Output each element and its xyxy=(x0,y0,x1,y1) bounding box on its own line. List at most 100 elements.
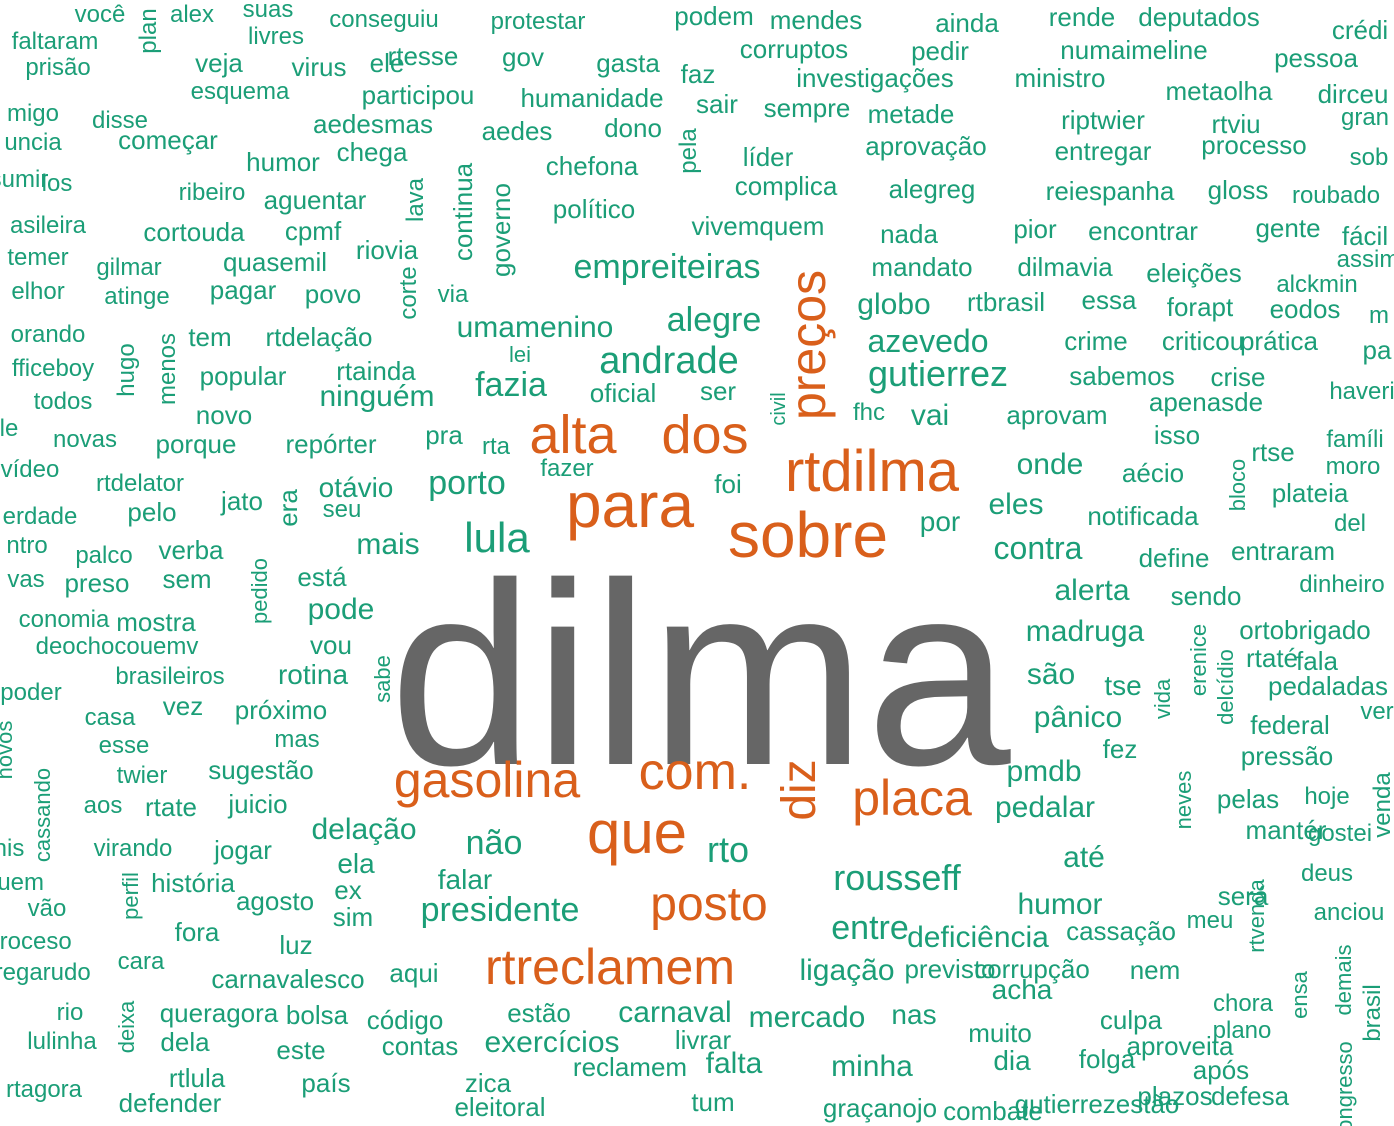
cloud-word: ortobrigado xyxy=(1239,615,1371,645)
cloud-word: gasolina xyxy=(393,752,581,808)
cloud-word: prática xyxy=(1239,326,1319,356)
cloud-word: pmdb xyxy=(1006,755,1082,788)
cloud-word: encontrar xyxy=(1088,216,1198,246)
cloud-word: governo xyxy=(486,183,516,277)
cloud-word: aproveita xyxy=(1126,1031,1234,1061)
cloud-word: podem xyxy=(674,1,754,31)
cloud-word: começar xyxy=(118,125,218,155)
cloud-word: novas xyxy=(52,426,118,453)
cloud-word: gente xyxy=(1255,213,1321,243)
cloud-word: asileira xyxy=(9,212,87,239)
cloud-word: orando xyxy=(10,321,86,348)
cloud-word: corrupção xyxy=(974,954,1090,984)
cloud-word: diz xyxy=(773,759,826,821)
cloud-word: porto xyxy=(428,464,506,502)
cloud-word: vou xyxy=(310,630,352,660)
cloud-word: falar xyxy=(437,864,493,895)
cloud-word: dono xyxy=(604,113,662,143)
cloud-word: popular xyxy=(199,361,287,391)
cloud-word: aprovação xyxy=(865,131,987,161)
cloud-word: sabe xyxy=(370,655,395,703)
cloud-word: delcídio xyxy=(1213,649,1238,725)
cloud-word: chega xyxy=(336,137,408,167)
cloud-word: rtdelação xyxy=(265,322,373,352)
cloud-word: gutierrezestão xyxy=(1014,1089,1180,1119)
cloud-word: chora xyxy=(1212,990,1274,1017)
cloud-word: brasileiros xyxy=(115,663,225,690)
cloud-word: rtreclamem xyxy=(484,939,736,995)
cloud-word: deus xyxy=(1300,860,1354,887)
cloud-word: mandato xyxy=(871,252,973,282)
cloud-word: sair xyxy=(696,89,738,119)
cloud-word: venda xyxy=(1369,772,1394,838)
cloud-word: lula xyxy=(464,514,530,561)
cloud-word: gilmar xyxy=(96,254,162,281)
cloud-word: são xyxy=(1026,658,1076,691)
cloud-word: notificada xyxy=(1087,501,1199,531)
cloud-word: rio xyxy=(56,999,84,1026)
cloud-word: dos xyxy=(661,405,749,465)
cloud-word: repórter xyxy=(285,429,377,459)
cloud-word: muito xyxy=(968,1018,1032,1048)
cloud-word: pode xyxy=(307,593,375,626)
cloud-word: dilma xyxy=(389,530,1011,820)
cloud-word: elhor xyxy=(11,278,65,305)
cloud-word: lei xyxy=(508,342,532,367)
cloud-word: isso xyxy=(1153,420,1201,450)
cloud-word: rousseff xyxy=(833,857,961,898)
cloud-word: los xyxy=(41,170,73,197)
cloud-word: próximo xyxy=(234,695,328,725)
cloud-word: riovia xyxy=(355,235,419,265)
cloud-word: sim xyxy=(332,902,374,932)
cloud-word: contas xyxy=(381,1031,459,1061)
cloud-word: del xyxy=(1333,510,1367,537)
cloud-word: rtainda xyxy=(336,356,416,386)
cloud-word: não xyxy=(465,824,523,862)
cloud-word: cortouda xyxy=(143,217,245,247)
cloud-word: nas xyxy=(891,999,937,1030)
cloud-word: pelo xyxy=(127,497,177,527)
cloud-word: rtesse xyxy=(387,41,459,71)
cloud-word: aécio xyxy=(1121,458,1185,488)
cloud-word: civil xyxy=(768,392,790,426)
cloud-word: ser xyxy=(699,376,737,406)
cloud-word: ninguém xyxy=(319,380,435,413)
cloud-word: corruptos xyxy=(739,34,849,64)
cloud-word: nis xyxy=(0,835,25,862)
cloud-word: anciou xyxy=(1313,899,1385,926)
cloud-word: le xyxy=(0,415,19,442)
cloud-word: twier xyxy=(116,762,168,789)
cloud-word: rtviu xyxy=(1211,109,1261,139)
cloud-word: migo xyxy=(6,100,60,127)
cloud-word: cassando xyxy=(30,767,55,863)
cloud-word: pedalar xyxy=(994,791,1096,824)
cloud-word: novos xyxy=(0,720,17,780)
cloud-word: complica xyxy=(734,171,838,201)
cloud-word: plazos xyxy=(1137,1081,1213,1111)
cloud-word: aguentar xyxy=(263,185,367,215)
cloud-word: você xyxy=(74,1,126,28)
cloud-word: entregar xyxy=(1054,136,1152,166)
cloud-word: pelas xyxy=(1216,784,1280,814)
cloud-word: congresso xyxy=(1332,1041,1357,1126)
cloud-word: ex xyxy=(334,875,362,905)
cloud-word: sugestão xyxy=(208,755,314,785)
cloud-word: rtaté xyxy=(1245,643,1299,673)
cloud-word: aos xyxy=(83,792,123,819)
cloud-word: ela xyxy=(337,848,375,879)
cloud-word: ribeiro xyxy=(178,179,246,206)
cloud-word: país xyxy=(301,1068,351,1098)
cloud-word: deputados xyxy=(1138,2,1260,32)
cloud-word: luz xyxy=(279,930,313,960)
cloud-word: pra xyxy=(425,420,463,450)
cloud-word: fficeboy xyxy=(11,355,95,382)
cloud-word: via xyxy=(437,281,469,308)
cloud-word: eodos xyxy=(1269,294,1341,324)
cloud-word: fazia xyxy=(475,366,547,404)
cloud-word: metaolha xyxy=(1165,76,1273,106)
cloud-word: crédi xyxy=(1331,15,1389,45)
cloud-word: dia xyxy=(993,1045,1031,1076)
cloud-word: vas xyxy=(7,566,45,593)
cloud-word: federal xyxy=(1250,710,1330,740)
cloud-word: veja xyxy=(195,48,243,78)
